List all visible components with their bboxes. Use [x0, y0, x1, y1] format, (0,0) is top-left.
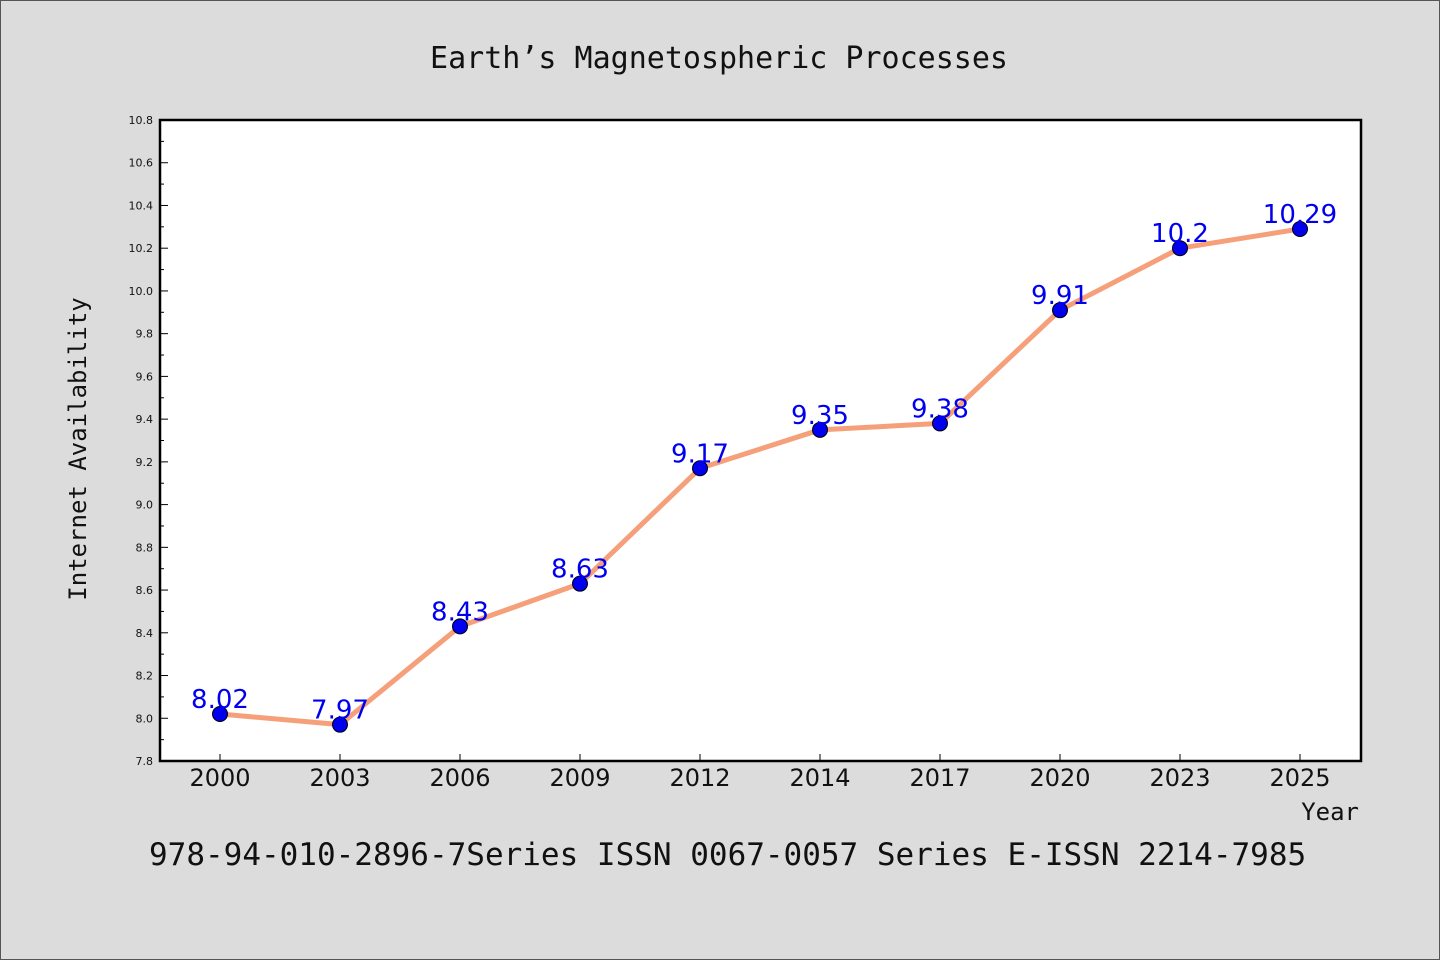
- data-point: [1052, 302, 1068, 319]
- x-axis-title: Year: [1301, 798, 1359, 826]
- data-point: [452, 618, 468, 635]
- x-tick-label: 2023: [1149, 764, 1210, 792]
- x-tick-label: 2014: [789, 764, 850, 792]
- data-point: [1172, 240, 1188, 257]
- y-tick-label: 10.0: [129, 285, 154, 298]
- data-point: [812, 421, 828, 438]
- x-axis: 2000 2003 2006 2009 2012 2014 2017 2020 2023 2025: [189, 754, 1331, 792]
- data-label: 9.35: [791, 401, 849, 431]
- data-label: 9.91: [1031, 281, 1089, 311]
- series-markers: [212, 220, 1308, 733]
- data-label: 8.43: [431, 597, 489, 627]
- y-axis-title: Internet Availability: [64, 297, 92, 600]
- y-tick-label: 10.6: [129, 157, 154, 170]
- data-label: 7.97: [311, 696, 369, 726]
- data-point: [692, 460, 708, 477]
- footer-text: 978-94-010-2896-7Series ISSN 0067-0057 S…: [149, 837, 1306, 873]
- y-tick-label: 10.4: [129, 199, 154, 212]
- series-line-group: [217, 226, 1303, 728]
- chart-title: Earth’s Magnetospheric Processes: [430, 41, 1008, 76]
- data-point: [212, 705, 228, 722]
- x-tick-label: 2003: [309, 764, 370, 792]
- data-label: 9.17: [671, 439, 729, 469]
- data-label: 10.29: [1263, 200, 1337, 230]
- x-tick-label: 2025: [1269, 764, 1330, 792]
- data-label: 9.38: [911, 394, 969, 424]
- x-tick-label: 2012: [669, 764, 730, 792]
- data-label: 8.63: [551, 555, 609, 585]
- y-tick-label: 9.8: [136, 328, 154, 341]
- x-tick-label: 2000: [189, 764, 250, 792]
- y-tick-label: 8.0: [136, 712, 154, 725]
- y-tick-label: 9.0: [136, 499, 154, 512]
- x-tick-label: 2009: [549, 764, 610, 792]
- data-point: [572, 575, 588, 592]
- x-tick-label: 2017: [909, 764, 970, 792]
- data-label: 10.2: [1151, 219, 1209, 249]
- y-tick-label: 9.4: [136, 413, 154, 426]
- y-tick-label: 8.6: [136, 584, 154, 597]
- data-labels: 8.02 7.97 8.43 8.63 9.17 9.35 9.38 9.91 10.2 10.2…: [191, 200, 1337, 726]
- series-line: [217, 226, 1303, 728]
- x-tick-label: 2020: [1029, 764, 1090, 792]
- y-tick-label: 8.4: [136, 627, 154, 640]
- y-tick-label: 10.2: [129, 242, 154, 255]
- y-tick-label: 10.8: [129, 114, 154, 127]
- data-point: [1292, 220, 1308, 237]
- data-point: [932, 415, 948, 432]
- y-tick-label: 8.8: [136, 541, 154, 554]
- y-tick-label: 9.2: [136, 456, 154, 469]
- plot-area: [158, 118, 1363, 763]
- y-tick-label: 7.8: [136, 755, 154, 768]
- y-tick-label: 9.6: [136, 370, 154, 383]
- data-point: [332, 716, 348, 733]
- data-label: 8.02: [191, 685, 249, 715]
- y-axis: 7.8 8.0 8.2 8.4 8.6 8.8 9.0 9.2 9.4 9.6 9.8 10.0 10.…: [129, 114, 168, 768]
- x-tick-label: 2006: [429, 764, 490, 792]
- y-tick-label: 8.2: [136, 670, 154, 683]
